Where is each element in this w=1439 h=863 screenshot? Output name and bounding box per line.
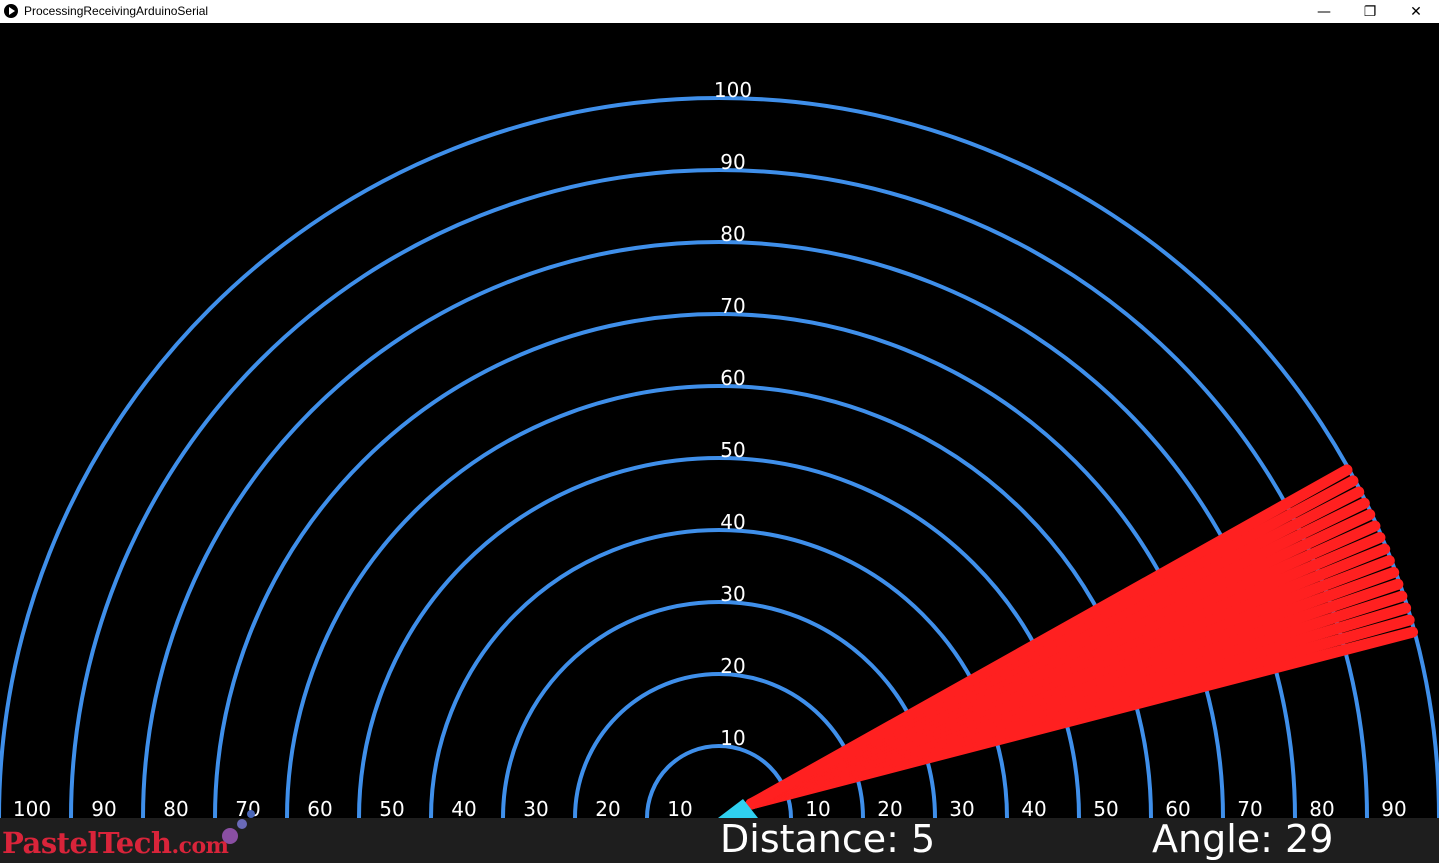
baseline-left-label-20: 20: [595, 797, 620, 818]
sweep-lines: [745, 464, 1419, 810]
baseline-right-label-10: 10: [805, 797, 830, 818]
range-ring-90: [69, 168, 1369, 818]
window-title-bar: ProcessingReceivingArduinoSerial — ❐ ✕: [0, 0, 1439, 23]
restore-icon: ❐: [1363, 3, 1377, 20]
baseline-right-label-20: 20: [877, 797, 902, 818]
baseline-right-label-30: 30: [949, 797, 974, 818]
logo-main-text: PastelTech: [2, 826, 172, 860]
ring-label-100: 100: [714, 78, 752, 102]
radar-canvas: 10 20 30 40 50 60 70 80 90 100 100 90 80 70 60 50 40 30 20…: [0, 78, 1439, 818]
logo-dots-icon: [222, 810, 255, 844]
baseline-right-label-40: 40: [1021, 797, 1046, 818]
ring-label-20: 20: [720, 654, 745, 678]
range-ring-30: [501, 600, 937, 818]
ring-label-70: 70: [720, 294, 745, 318]
baseline-left-label-50: 50: [379, 797, 404, 818]
ring-label-80: 80: [720, 222, 745, 246]
baseline-left-label-30: 30: [523, 797, 548, 818]
baseline-right-label-60: 60: [1165, 797, 1190, 818]
range-labels: 10 20 30 40 50 60 70 80 90 100 100 90 80 70 60 50 40 30 20…: [13, 78, 1407, 818]
close-button[interactable]: ✕: [1393, 0, 1439, 23]
pasteltech-logo: PastelTech.com: [2, 826, 229, 862]
baseline-right-label-50: 50: [1093, 797, 1118, 818]
distance-readout: Distance: 5: [720, 817, 936, 861]
ring-label-40: 40: [720, 510, 745, 534]
window-title: ProcessingReceivingArduinoSerial: [24, 4, 209, 18]
baseline-right-label-70: 70: [1237, 797, 1262, 818]
ring-label-30: 30: [720, 582, 745, 606]
baseline-right-label-90: 90: [1381, 797, 1406, 818]
baseline-right-label-80: 80: [1309, 797, 1334, 818]
angle-readout: Angle: 29: [1152, 817, 1334, 861]
baseline-left-label-40: 40: [451, 797, 476, 818]
minimize-button[interactable]: —: [1301, 0, 1347, 23]
baseline-left-label-100: 100: [13, 797, 51, 818]
close-icon: ✕: [1410, 3, 1422, 20]
ring-label-60: 60: [720, 366, 745, 390]
processing-app-icon: [4, 4, 18, 18]
ring-label-10: 10: [720, 726, 745, 750]
baseline-left-label-80: 80: [163, 797, 188, 818]
baseline-left-label-90: 90: [91, 797, 116, 818]
baseline-left-label-60: 60: [307, 797, 332, 818]
range-ring-50: [357, 456, 1081, 818]
maximize-button[interactable]: ❐: [1347, 0, 1393, 23]
radar-origin-marker: [718, 799, 758, 818]
ring-label-90: 90: [720, 150, 745, 174]
ring-label-50: 50: [720, 438, 745, 462]
minimize-icon: —: [1317, 3, 1331, 20]
baseline-left-label-10: 10: [667, 797, 692, 818]
sweep-line-29: [745, 464, 1353, 810]
logo-suffix-text: .com: [171, 833, 229, 859]
